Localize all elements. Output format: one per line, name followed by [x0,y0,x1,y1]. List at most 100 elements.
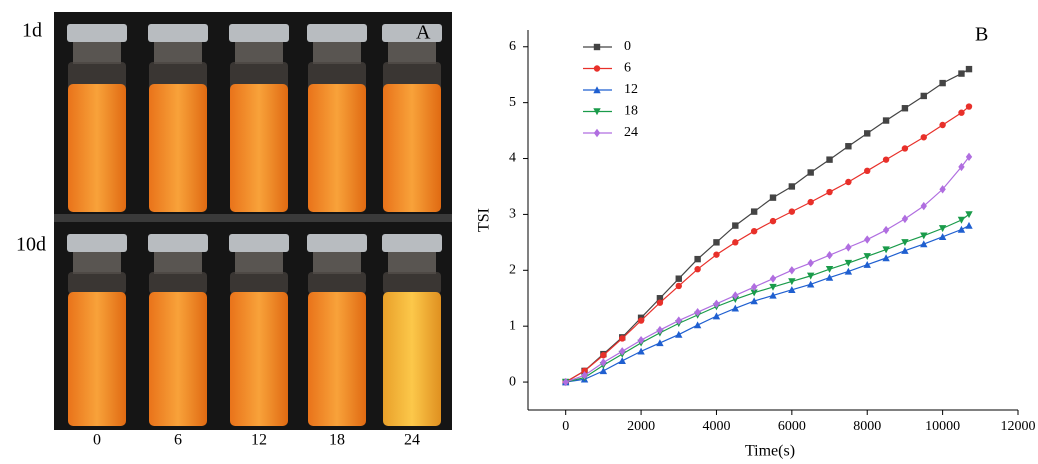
x-tick-label: 6000 [778,419,806,434]
marker [656,299,664,306]
marker [939,121,946,129]
marker [750,297,758,305]
marker [593,65,601,72]
vial-liquid [383,84,441,212]
vial-cap [67,24,127,42]
vial-liquid [149,84,207,212]
marker [920,240,928,248]
x-tick-label: 8000 [853,419,881,434]
marker [844,267,853,275]
legend-label: 0 [624,39,631,54]
marker [581,371,588,380]
sample-label: 0 [93,432,101,449]
marker [965,152,973,162]
y-tick-label: 4 [509,151,516,166]
marker [581,367,588,375]
vial-cap [229,234,289,252]
marker [965,65,973,73]
marker [901,145,909,152]
vial-neck [388,252,436,274]
marker [600,358,607,367]
marker [901,214,909,224]
vial-liquid [308,292,366,426]
marker [750,227,758,235]
x-tick-label: 12000 [1001,419,1036,434]
x-tick-label: 4000 [702,419,730,434]
marker [826,188,833,196]
row-label: 1d [22,20,42,42]
vial-neck [313,42,361,64]
vial-neck [154,252,202,274]
marker [864,130,871,137]
marker [619,335,626,342]
marker [882,254,890,262]
marker [806,280,815,288]
marker [713,239,720,246]
sample-label: 18 [329,432,345,449]
marker [920,92,927,100]
x-tick-label: 10000 [925,419,960,434]
marker [901,247,909,254]
marker [593,128,601,138]
panel-label: B [975,24,988,46]
marker [788,278,796,286]
vial-glass [383,272,441,294]
marker [593,108,601,116]
marker [693,321,702,329]
marker [958,109,965,116]
marker [656,339,664,347]
x-tick-label: 0 [562,419,569,434]
marker [732,239,739,246]
marker [769,291,777,299]
marker [694,255,701,263]
y-tick-label: 3 [509,207,516,222]
marker [694,308,701,317]
marker [788,208,796,215]
vial-liquid [230,84,288,212]
vial-cap [229,24,289,42]
marker [864,167,871,175]
marker [807,169,814,176]
vial-cap [307,24,367,42]
series-line [565,106,970,383]
marker [939,79,946,87]
vial-neck [313,252,361,274]
marker [675,330,683,338]
marker [675,316,682,325]
marker [845,178,852,186]
marker [863,261,871,268]
vial-cap [148,234,208,252]
marker [845,143,852,150]
vial-liquid [68,84,126,212]
sample-label: 6 [174,432,182,449]
marker [713,251,720,258]
series-line [565,213,970,383]
marker [599,367,608,375]
vials [67,24,442,426]
vial-neck [235,252,283,274]
marker [957,216,966,224]
marker [845,243,852,252]
vial-neck [73,42,121,64]
marker [788,286,796,294]
marker [788,266,796,275]
marker [844,259,853,267]
marker [938,225,947,233]
y-tick-label: 0 [509,374,516,389]
y-tick-label: 1 [509,318,516,333]
sample-label: 12 [251,432,267,449]
row-label: 10d [16,234,46,256]
marker [825,273,834,281]
marker [806,272,815,280]
marker [920,201,927,211]
series-line [565,225,970,383]
legend-label: 18 [624,104,638,119]
marker [593,86,601,94]
marker [769,283,777,291]
marker [562,377,569,387]
marker [675,275,682,282]
marker [807,258,814,268]
marker [965,221,973,229]
marker [882,225,890,235]
